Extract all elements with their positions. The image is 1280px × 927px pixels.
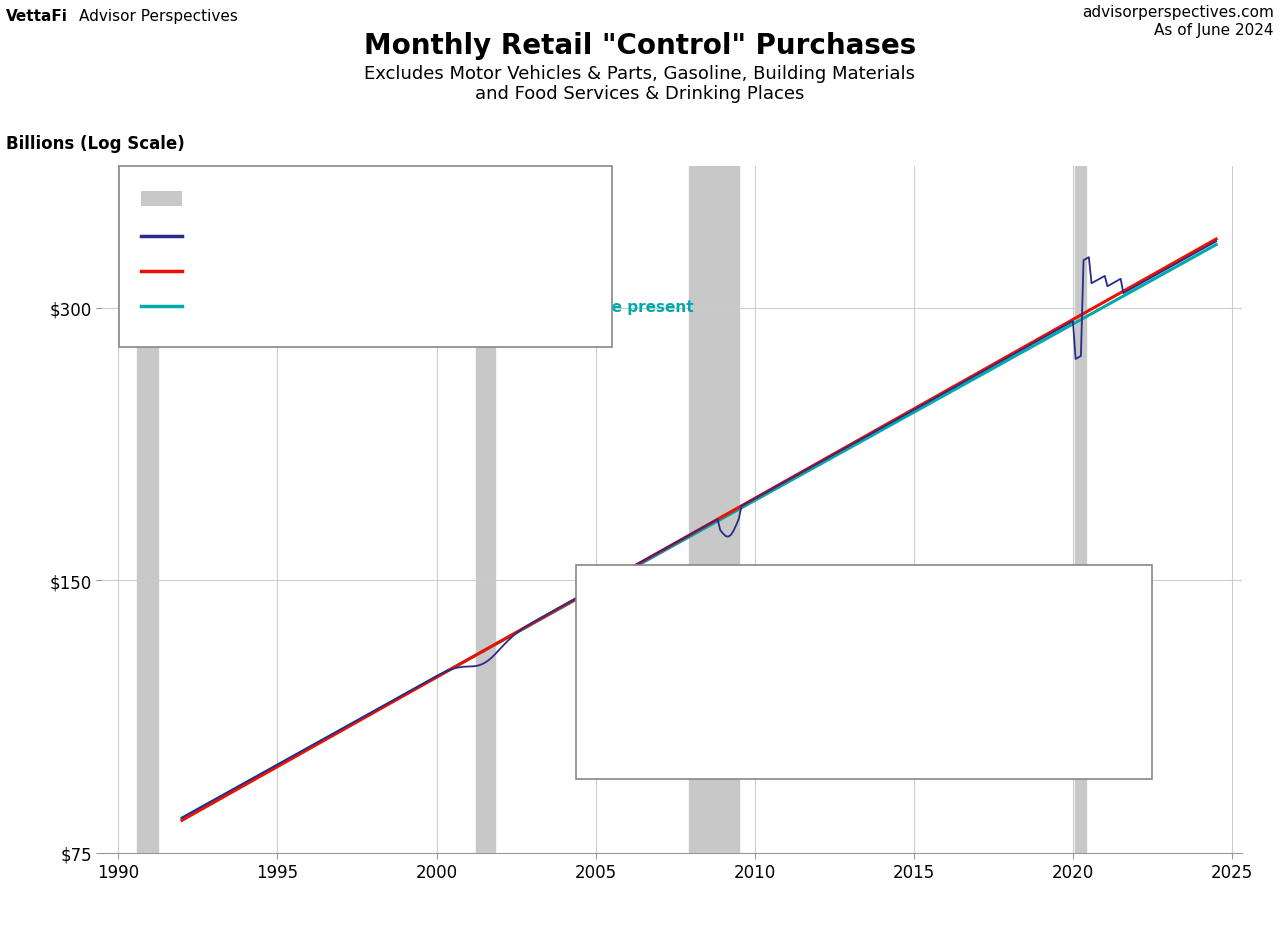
- Text: Regression through 2007 and extrapolated to the present: Regression through 2007 and extrapolated…: [195, 299, 694, 314]
- Text: is a linear regression trendline  through the: is a linear regression trendline through…: [682, 587, 1006, 602]
- Text: Monthly Retail "Control" Purchases: Monthly Retail "Control" Purchases: [364, 32, 916, 60]
- Text: advisorperspectives.com: advisorperspectives.com: [1082, 5, 1274, 19]
- Text: end of 2007 and extrapolated to the present – thus excluding: end of 2007 and extrapolated to the pres…: [598, 642, 1050, 657]
- Text: VettaFi: VettaFi: [6, 9, 68, 24]
- Text: complete data series. The: complete data series. The: [598, 615, 794, 629]
- Bar: [476, 167, 495, 853]
- Text: Billions (Log Scale): Billions (Log Scale): [6, 134, 186, 152]
- Text: Recessions: Recessions: [195, 192, 279, 207]
- Text: is a regression through the: is a regression through the: [854, 615, 1056, 629]
- Text: The: The: [598, 587, 630, 602]
- Text: As of June 2024: As of June 2024: [1155, 23, 1274, 38]
- Bar: [1075, 167, 1087, 853]
- Text: and Food Services & Drinking Places: and Food Services & Drinking Places: [475, 85, 805, 103]
- Bar: [689, 167, 739, 853]
- Text: Advisor Perspectives: Advisor Perspectives: [79, 9, 238, 24]
- Text: Exponential Regression: Exponential Regression: [195, 264, 397, 279]
- Text: the Financial Crisis.: the Financial Crisis.: [598, 670, 740, 685]
- Text: red line: red line: [626, 587, 681, 602]
- Text: green line: green line: [787, 615, 861, 629]
- Text: Control Purchases: Control Purchases: [195, 229, 351, 244]
- Text: Excludes Motor Vehicles & Parts, Gasoline, Building Materials: Excludes Motor Vehicles & Parts, Gasolin…: [365, 65, 915, 83]
- Bar: [137, 167, 159, 853]
- Text: The latest month is 7.9% above the red line and -12.8%
below the green line.: The latest month is 7.9% above the red l…: [598, 707, 1059, 740]
